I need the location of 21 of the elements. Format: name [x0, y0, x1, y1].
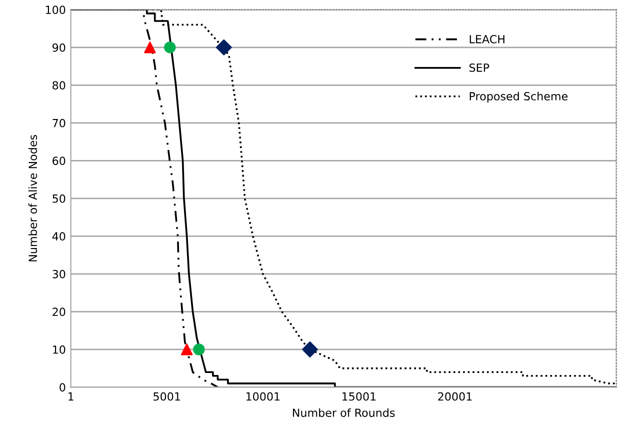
x-axis-title: Number of Rounds — [292, 408, 395, 417]
y-tick-label: 60 — [52, 156, 66, 166]
y-tick-label: 90 — [52, 43, 66, 52]
y-tick-label: 10 — [53, 345, 66, 354]
y-tick-label: 50 — [52, 194, 66, 203]
x-tick-label: 5001 — [154, 392, 180, 401]
x-tick-label: 15001 — [342, 392, 376, 401]
y-tick-label: 100 — [46, 6, 66, 14]
legend-label: Proposed Scheme — [470, 92, 568, 103]
x-tick-label: 10001 — [246, 392, 280, 401]
x-tick-label: 20001 — [438, 392, 472, 401]
x-tick-label: 1 — [68, 392, 74, 400]
y-tick-label: 70 — [52, 118, 66, 128]
legend-label: LEACH — [470, 34, 504, 44]
legend-label: SEP — [469, 63, 490, 72]
y-tick-label: 0 — [60, 383, 66, 392]
y-tick-label: 80 — [52, 81, 66, 90]
y-tick-label: 40 — [52, 232, 66, 241]
y-tick-label: 30 — [52, 270, 66, 278]
y-tick-label: 20 — [52, 308, 66, 316]
y-axis-title: Number of Alive Nodes — [28, 135, 38, 262]
